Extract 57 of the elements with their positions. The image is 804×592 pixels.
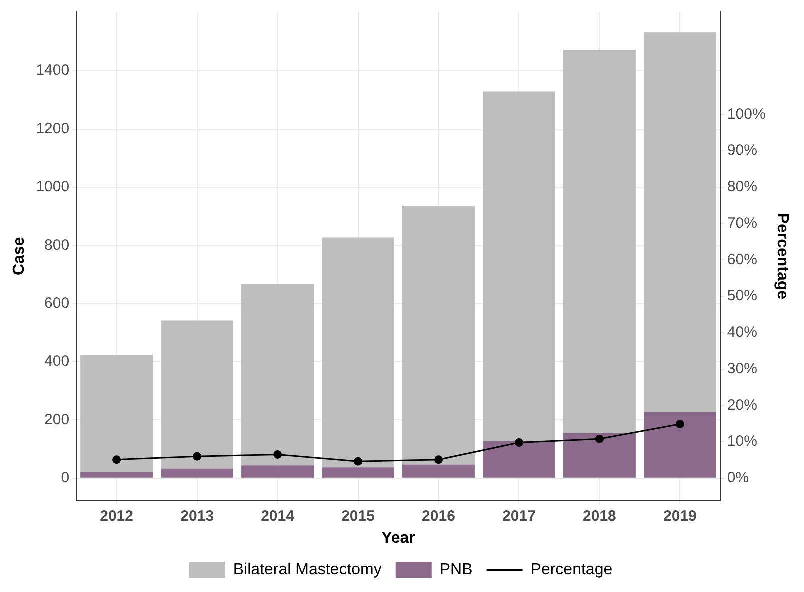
bar [483, 92, 556, 442]
y-tick-label: 1200 [36, 120, 70, 138]
legend-label: Bilateral Mastectomy [233, 561, 382, 578]
y2-tick-label: 70% [727, 214, 758, 232]
y-tick-label: 200 [44, 411, 70, 428]
bar [563, 433, 636, 478]
x-tick-label: 2019 [664, 508, 697, 525]
x-tick-label: 2016 [422, 508, 456, 525]
y2-tick-label: 100% [727, 106, 766, 123]
bar [242, 284, 314, 466]
bar [402, 464, 475, 478]
point [514, 438, 524, 448]
point [274, 450, 282, 460]
bar [161, 468, 234, 478]
legend-label: PNB [440, 561, 473, 578]
y2-tick-label: 20% [727, 396, 758, 414]
legend-label: Percentage [530, 561, 613, 578]
bar [644, 32, 716, 412]
y2-tick-label: 40% [727, 324, 758, 342]
point [354, 457, 363, 466]
point [112, 456, 122, 464]
bar [322, 238, 394, 468]
y2-tick-label: 60% [727, 251, 758, 268]
y-tick-label: 600 [44, 294, 70, 312]
y-tick-label: 1400 [36, 62, 70, 80]
y2-tick-label: 30% [727, 360, 758, 378]
y-tick-label: 800 [44, 236, 70, 254]
point [595, 434, 604, 444]
y2-axis-title: Percentage [774, 213, 791, 300]
y2-tick-label: 80% [727, 178, 758, 196]
bar [563, 50, 636, 434]
point [193, 452, 202, 461]
y2-tick-label: 90% [727, 142, 758, 160]
bar [644, 412, 716, 478]
point [434, 456, 443, 464]
y2-tick-label: 10% [727, 433, 758, 450]
x-tick-label: 2014 [261, 508, 296, 525]
x-tick-label: 2017 [502, 508, 536, 525]
bar [80, 355, 154, 472]
y-tick-label: 0 [61, 470, 70, 487]
y-axis-title: Case [11, 237, 28, 276]
x-axis-title: Year [382, 530, 416, 547]
y-tick-label: 400 [44, 353, 70, 370]
x-tick-label: 2012 [100, 508, 134, 525]
y2-tick-label: 0% [727, 470, 750, 487]
point [676, 420, 684, 428]
bar [322, 468, 394, 478]
x-tick-label: 2018 [583, 508, 616, 525]
x-tick-label: 2013 [180, 508, 214, 525]
bar [80, 472, 154, 478]
x-tick-label: 2015 [342, 508, 375, 525]
bar [161, 320, 234, 469]
y-tick-label: 1000 [36, 178, 70, 196]
bar [483, 441, 556, 478]
bar [242, 466, 314, 478]
y2-tick-label: 50% [727, 288, 758, 305]
bar [402, 206, 475, 465]
